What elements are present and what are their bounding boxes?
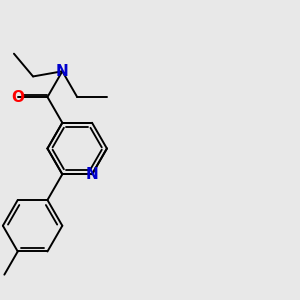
Text: N: N bbox=[86, 167, 98, 182]
Text: N: N bbox=[56, 64, 69, 79]
Text: O: O bbox=[11, 89, 24, 104]
